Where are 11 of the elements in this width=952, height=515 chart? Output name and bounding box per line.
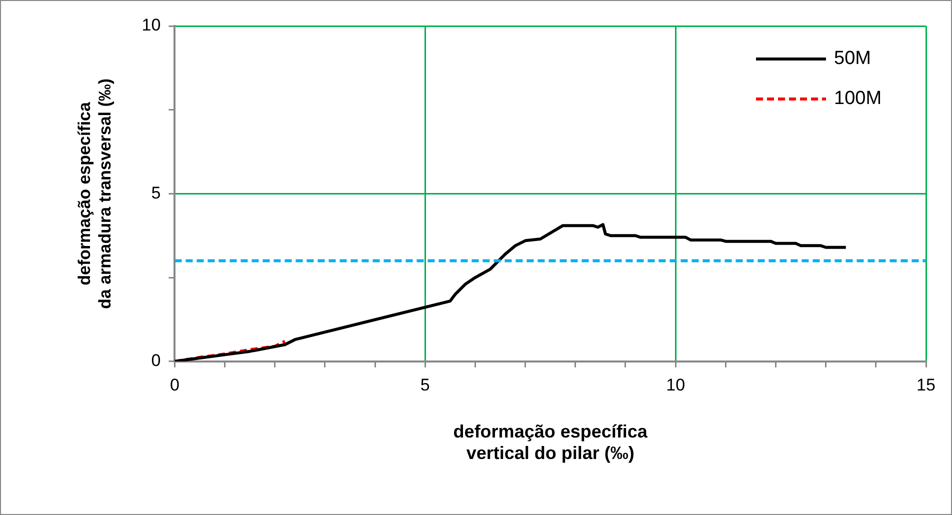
x-tick-label: 15	[916, 375, 936, 394]
x-tick-label: 0	[170, 375, 180, 394]
x-tick-label: 5	[420, 375, 430, 394]
x-tick-label: 10	[666, 375, 686, 394]
y-axis-title: deformação específica da armadura transversal (‰)	[74, 78, 114, 309]
legend-label: 100M	[834, 88, 882, 110]
x-axis-title: deformação específica vertical do pilar (‰)	[453, 422, 648, 464]
y-tick-label: 10	[142, 16, 161, 35]
y-tick-label: 5	[151, 183, 161, 202]
y-tick-label: 0	[151, 351, 161, 370]
legend-label: 50M	[834, 48, 871, 70]
